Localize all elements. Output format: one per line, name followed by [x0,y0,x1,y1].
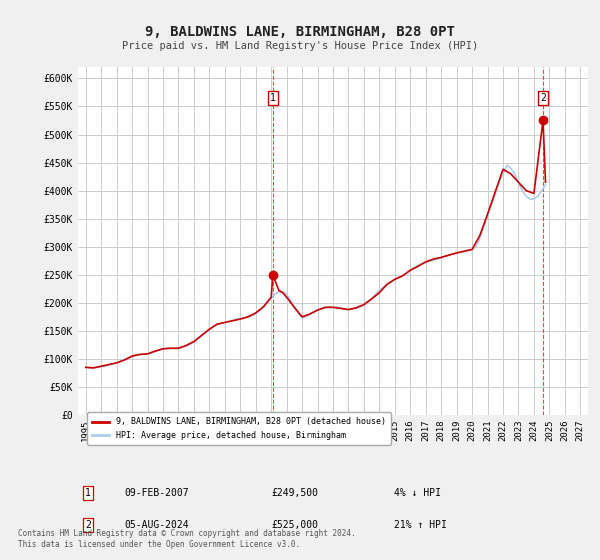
Text: Contains HM Land Registry data © Crown copyright and database right 2024.
This d: Contains HM Land Registry data © Crown c… [18,529,356,549]
Legend: 9, BALDWINS LANE, BIRMINGHAM, B28 0PT (detached house), HPI: Average price, deta: 9, BALDWINS LANE, BIRMINGHAM, B28 0PT (d… [87,413,391,445]
Text: 1: 1 [270,93,276,103]
Text: 21% ↑ HPI: 21% ↑ HPI [394,520,447,530]
Text: 9, BALDWINS LANE, BIRMINGHAM, B28 0PT: 9, BALDWINS LANE, BIRMINGHAM, B28 0PT [145,25,455,39]
Text: 1: 1 [85,488,91,498]
Text: Price paid vs. HM Land Registry's House Price Index (HPI): Price paid vs. HM Land Registry's House … [122,41,478,51]
Text: £525,000: £525,000 [272,520,319,530]
Text: 09-FEB-2007: 09-FEB-2007 [124,488,188,498]
Text: 05-AUG-2024: 05-AUG-2024 [124,520,188,530]
Text: 2: 2 [540,93,546,103]
Text: 2: 2 [85,520,91,530]
Text: £249,500: £249,500 [272,488,319,498]
Text: 4% ↓ HPI: 4% ↓ HPI [394,488,441,498]
